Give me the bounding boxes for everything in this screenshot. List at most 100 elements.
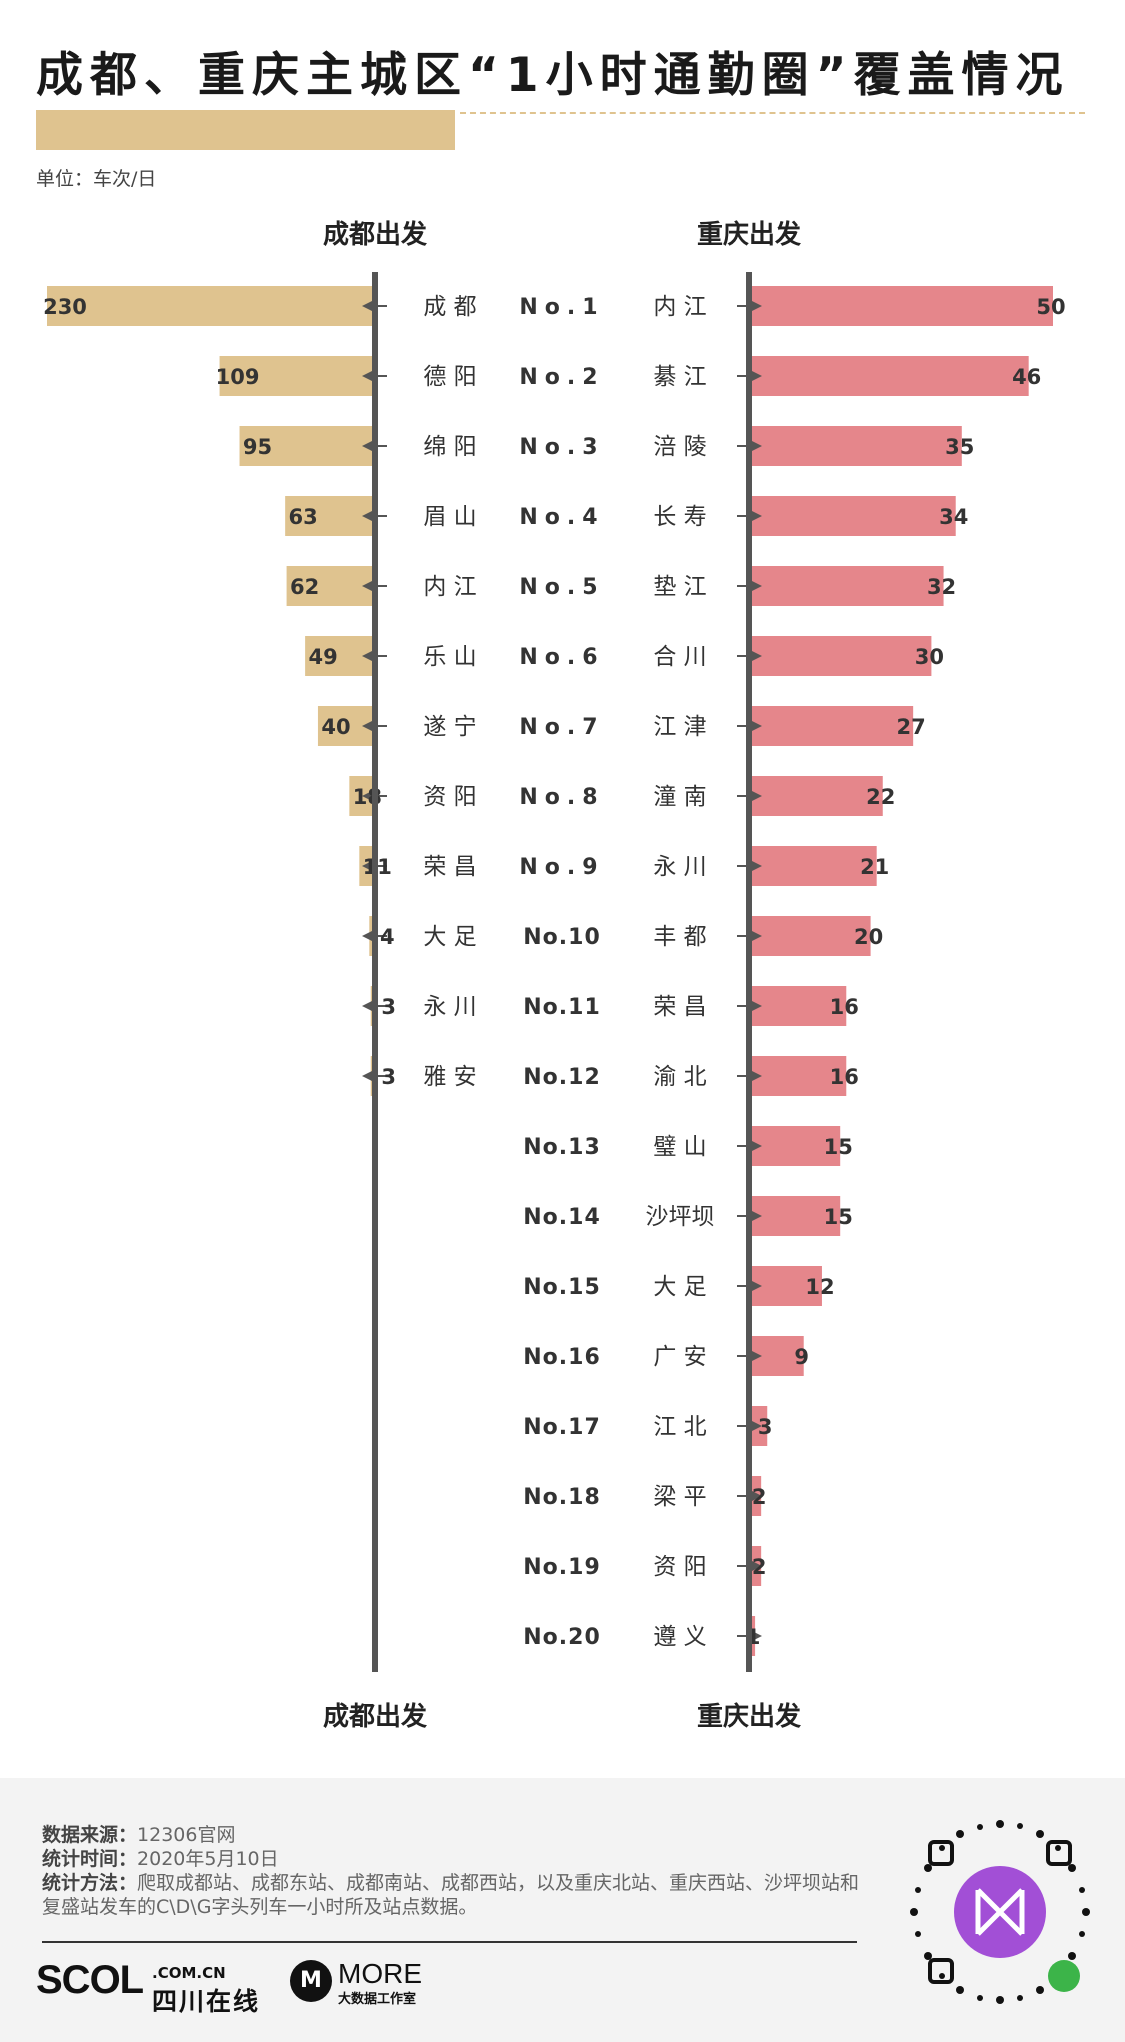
chengdu-value-label: 230 xyxy=(43,295,87,319)
chengdu-city-label: 遂 宁 xyxy=(423,714,476,740)
unit-label: 单位：车次/日 xyxy=(36,168,157,190)
chongqing-tick-arrow xyxy=(750,1350,762,1362)
chengdu-tick-arrow xyxy=(362,930,374,942)
chongqing-value-label: 3 xyxy=(758,1415,773,1439)
chongqing-value-label: 15 xyxy=(824,1205,853,1229)
chengdu-tick-arrow xyxy=(362,860,374,872)
chongqing-value-label: 22 xyxy=(866,785,895,809)
chongqing-rank-label: No.9 xyxy=(519,855,604,880)
chongqing-rank-label: No.10 xyxy=(523,925,601,950)
chongqing-value-label: 16 xyxy=(830,995,859,1019)
chengdu-city-label: 雅 安 xyxy=(423,1064,476,1090)
chongqing-value-label: 9 xyxy=(794,1345,809,1369)
chongqing-city-label: 涪 陵 xyxy=(653,434,706,460)
scol-logo-domain: .COM.CN xyxy=(152,1964,226,1982)
chongqing-city-label: 江 津 xyxy=(653,714,706,740)
chongqing-tick-arrow xyxy=(750,370,762,382)
chongqing-bar xyxy=(749,356,1029,396)
chongqing-city-label: 遵 义 xyxy=(653,1624,706,1650)
chongqing-value-label: 30 xyxy=(915,645,944,669)
chongqing-bar xyxy=(749,286,1053,326)
chongqing-city-label: 潼 南 xyxy=(653,784,706,810)
method-key: 统计方法： xyxy=(42,1872,138,1894)
chengdu-value-label: 40 xyxy=(321,715,350,739)
chengdu-value-label: 63 xyxy=(289,505,318,529)
chongqing-rank-label: No.1 xyxy=(519,295,604,320)
source-value: 12306官网 xyxy=(137,1824,236,1846)
chongqing-city-label: 长 寿 xyxy=(653,504,706,530)
chongqing-city-label: 永 川 xyxy=(653,854,706,880)
time-key: 统计时间： xyxy=(42,1848,138,1870)
chongqing-rank-label: No.20 xyxy=(523,1625,601,1650)
chongqing-bar xyxy=(749,986,847,1026)
chongqing-tick-arrow xyxy=(750,1630,762,1642)
chongqing-rank-label: No.12 xyxy=(523,1065,601,1090)
chengdu-city-label: 荣 昌 xyxy=(423,854,476,880)
chongqing-rank-label: No.15 xyxy=(523,1275,601,1300)
chongqing-city-label: 沙坪坝 xyxy=(646,1204,715,1230)
chongqing-city-label: 丰 都 xyxy=(653,924,706,950)
chongqing-city-label: 荣 昌 xyxy=(653,994,706,1020)
chongqing-rank-label: No.19 xyxy=(523,1555,601,1580)
chongqing-city-label: 江 北 xyxy=(653,1414,706,1440)
more-logo-icon: M xyxy=(290,1960,332,2002)
source-line: 数据来源：12306官网 xyxy=(42,1823,862,1847)
chongqing-tick-arrow xyxy=(750,1070,762,1082)
method-line: 统计方法：爬取成都站、成都东站、成都南站、成都西站，以及重庆北站、重庆西站、沙坪… xyxy=(42,1871,862,1919)
chongqing-tick-arrow xyxy=(750,930,762,942)
chongqing-bar xyxy=(749,916,871,956)
chongqing-tick-arrow xyxy=(750,1280,762,1292)
chongqing-value-label: 16 xyxy=(830,1065,859,1089)
title-dashed-divider xyxy=(460,112,1085,114)
chongqing-bar xyxy=(749,426,962,466)
chengdu-city-label: 绵 阳 xyxy=(423,434,476,460)
chongqing-rank-label: No.11 xyxy=(523,995,601,1020)
chengdu-city-label: 内 江 xyxy=(423,574,476,600)
scol-logo: SCOL xyxy=(36,1958,144,2002)
chongqing-rank-label: No.17 xyxy=(523,1415,601,1440)
chengdu-city-label: 德 阳 xyxy=(423,364,476,390)
chongqing-bar xyxy=(749,1126,841,1166)
chongqing-rank-label: No.6 xyxy=(519,645,604,670)
chongqing-city-label: 资 阳 xyxy=(653,1554,706,1580)
chengdu-city-label: 大 足 xyxy=(423,924,476,950)
chengdu-value-label: 3 xyxy=(381,995,396,1019)
scol-logo-name: 四川在线 xyxy=(152,1987,261,2016)
chongqing-rank-label: No.16 xyxy=(523,1345,601,1370)
footer: 数据来源：12306官网 统计时间：2020年5月10日 统计方法：爬取成都站、… xyxy=(0,1778,1125,2042)
time-line: 统计时间：2020年5月10日 xyxy=(42,1847,862,1871)
chongqing-bar xyxy=(749,636,932,676)
chengdu-tick-arrow xyxy=(362,790,374,802)
mini-program-qr-code-icon xyxy=(910,1820,1090,2004)
chongqing-bar xyxy=(749,706,914,746)
chengdu-value-label: 49 xyxy=(309,645,338,669)
chengdu-tick-arrow xyxy=(362,580,374,592)
chengdu-tick-arrow xyxy=(362,300,374,312)
chengdu-value-label: 95 xyxy=(243,435,272,459)
chongqing-rank-label: No.2 xyxy=(519,365,604,390)
chengdu-bar xyxy=(286,566,375,606)
chengdu-bar xyxy=(285,496,375,536)
chongqing-value-label: 20 xyxy=(854,925,883,949)
chongqing-bar xyxy=(749,496,956,536)
more-logo-sub: 大数据工作室 xyxy=(338,1992,417,2007)
chongqing-city-label: 垫 江 xyxy=(653,574,706,600)
chengdu-city-label: 乐 山 xyxy=(423,644,476,670)
chengdu-tick-arrow xyxy=(362,1000,374,1012)
chongqing-bar xyxy=(749,846,877,886)
title-accent-bar xyxy=(36,110,455,150)
chongqing-value-label: 21 xyxy=(860,855,889,879)
chongqing-city-label: 合 川 xyxy=(653,644,706,670)
chongqing-tick-arrow xyxy=(750,860,762,872)
chengdu-tick-arrow xyxy=(362,720,374,732)
chongqing-city-label: 广 安 xyxy=(653,1344,706,1370)
more-logo: MORE xyxy=(338,1958,422,1989)
chengdu-tick-arrow xyxy=(362,510,374,522)
chongqing-tick-arrow xyxy=(750,510,762,522)
chongqing-tick-arrow xyxy=(750,1140,762,1152)
chengdu-city-label: 资 阳 xyxy=(423,784,476,810)
chongqing-tick-arrow xyxy=(750,720,762,732)
chongqing-value-label: 27 xyxy=(897,715,926,739)
footer-divider xyxy=(42,1941,857,1943)
